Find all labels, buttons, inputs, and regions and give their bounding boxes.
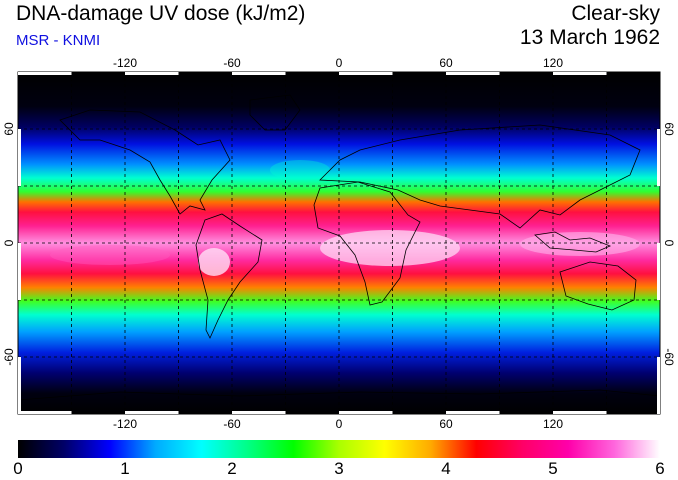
lon-tick-label-top: -120 (113, 56, 137, 70)
lat-tick-label-right: -60 (662, 348, 676, 366)
eurasia-outline (319, 124, 641, 229)
lon-tick-label-top: 60 (439, 56, 453, 70)
date-label: 13 March 1962 (519, 26, 660, 49)
antarctica-outline (18, 389, 660, 401)
colorbar-label: 5 (548, 459, 557, 478)
south-america-outline (195, 213, 263, 339)
lon-tick-label-bottom: 0 (336, 417, 343, 431)
maritime-asia-outline (534, 231, 612, 253)
lat-tick-label-left: -60 (2, 348, 16, 366)
colorbar-labels: 0 1 2 3 4 5 6 (13, 459, 664, 478)
lon-tick-label-bottom: 120 (543, 417, 563, 431)
australia-outline (559, 261, 637, 311)
lat-tick-label-right: 60 (662, 122, 676, 136)
colorbar (18, 440, 660, 458)
colorbar-label: 1 (120, 459, 129, 478)
coastlines (18, 94, 660, 401)
lon-tick-label-top: 0 (336, 56, 343, 70)
lon-tick-label-bottom: 60 (439, 417, 453, 431)
africa-outline (313, 181, 421, 306)
field-highlights (50, 160, 640, 276)
map-title: DNA-damage UV dose (kJ/m2) (16, 2, 306, 25)
lon-tick-label-bottom: -120 (113, 417, 137, 431)
axis-tick-labels: -120 -120 -60 -60 0 0 60 60 120 120 60 0 -60 60 0 -60 (2, 56, 676, 431)
colorbar-label: 2 (227, 459, 236, 478)
sky-condition-label: Clear-sky (571, 2, 660, 25)
lat-tick-label-right: 0 (662, 240, 676, 247)
lat-tick-label-left: 60 (2, 122, 16, 136)
map-frame (17, 71, 661, 415)
colorbar-label: 4 (441, 459, 450, 478)
colorbar-label: 6 (655, 459, 664, 478)
north-america-outline (59, 109, 231, 215)
lon-tick-label-bottom: -60 (223, 417, 241, 431)
lon-tick-label-top: -60 (223, 56, 241, 70)
source-label: MSR - KNMI (16, 32, 101, 49)
lat-tick-label-left: 0 (2, 239, 16, 246)
graticule (18, 72, 660, 414)
colorbar-label: 3 (334, 459, 343, 478)
colorbar-label: 0 (13, 459, 22, 478)
lon-tick-label-top: 120 (543, 56, 563, 70)
greenland-outline (249, 94, 301, 131)
